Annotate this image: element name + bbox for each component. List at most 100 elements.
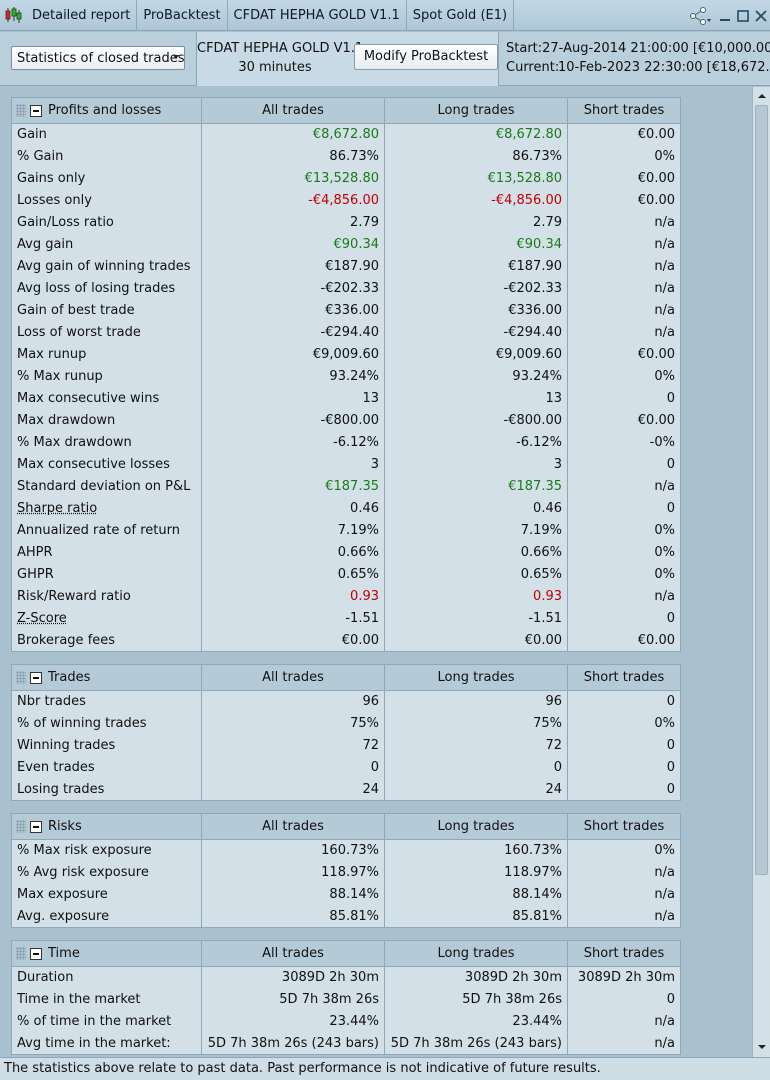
cell-short-trades: n/a: [567, 1032, 681, 1055]
table-row: Max drawdown -€800.00 -€800.00 €0.00: [11, 409, 681, 432]
cell-long-trades: €13,528.80: [384, 167, 568, 190]
row-label: Time in the market: [11, 988, 202, 1011]
column-header: All trades: [201, 813, 385, 840]
table-row: % Gain 86.73% 86.73% 0%: [11, 145, 681, 168]
tab-detailed-report[interactable]: Detailed report: [26, 0, 138, 31]
column-header: All trades: [201, 97, 385, 124]
cell-all-trades: 5D 7h 38m 26s: [201, 988, 385, 1011]
row-label: GHPR: [11, 563, 202, 586]
scrollbar-thumb[interactable]: [755, 105, 768, 875]
system-info-box: CFDAT HEPHA GOLD V1.1 30 minutes Modify …: [196, 32, 499, 86]
tab-system-name[interactable]: CFDAT HEPHA GOLD V1.1: [228, 0, 407, 31]
vertical-scrollbar[interactable]: [752, 87, 770, 1057]
collapse-icon[interactable]: [30, 104, 42, 117]
statistics-type-select[interactable]: Statistics of closed trades: [11, 46, 185, 70]
cell-short-trades: 0: [567, 607, 681, 630]
scroll-up-icon[interactable]: [753, 88, 770, 104]
row-label: AHPR: [11, 541, 202, 564]
cell-short-trades: -0%: [567, 431, 681, 454]
table-row: GHPR 0.65% 0.65% 0%: [11, 563, 681, 586]
cell-long-trades: -€294.40: [384, 321, 568, 344]
candlestick-chart-icon: [0, 0, 26, 31]
cell-short-trades: 3089D 2h 30m: [567, 966, 681, 989]
share-icon[interactable]: [686, 6, 716, 26]
drag-handle-icon[interactable]: [16, 671, 26, 684]
cell-short-trades: 0: [567, 497, 681, 520]
cell-long-trades: 13: [384, 387, 568, 410]
column-header: Short trades: [567, 664, 681, 691]
cell-short-trades: n/a: [567, 321, 681, 344]
cell-all-trades: 24: [201, 778, 385, 801]
table-row: Max consecutive losses 3 3 0: [11, 453, 681, 476]
system-name: CFDAT HEPHA GOLD V1.1: [197, 41, 364, 56]
column-header: All trades: [201, 664, 385, 691]
cell-long-trades: 93.24%: [384, 365, 568, 388]
statistics-type-value: Statistics of closed trades: [17, 50, 185, 66]
cell-all-trades: 2.79: [201, 211, 385, 234]
cell-all-trades: €187.35: [201, 475, 385, 498]
collapse-icon[interactable]: [30, 820, 42, 833]
row-label: Max consecutive losses: [11, 453, 202, 476]
table-row: Gain of best trade €336.00 €336.00 n/a: [11, 299, 681, 322]
row-label: Avg gain of winning trades: [11, 255, 202, 278]
cell-short-trades: 0: [567, 988, 681, 1011]
cell-long-trades: 24: [384, 778, 568, 801]
cell-long-trades: -€202.33: [384, 277, 568, 300]
cell-long-trades: 0.46: [384, 497, 568, 520]
table-row: Loss of worst trade -€294.40 -€294.40 n/a: [11, 321, 681, 344]
tab-probacktest[interactable]: ProBacktest: [137, 0, 228, 31]
row-label: Gain of best trade: [11, 299, 202, 322]
cell-all-trades: 88.14%: [201, 883, 385, 906]
row-label[interactable]: Sharpe ratio: [11, 497, 202, 520]
cell-short-trades: €0.00: [567, 629, 681, 652]
cell-all-trades: 7.19%: [201, 519, 385, 542]
cell-long-trades: 118.97%: [384, 861, 568, 884]
collapse-icon[interactable]: [30, 671, 42, 684]
cell-all-trades: €90.34: [201, 233, 385, 256]
row-label: Max runup: [11, 343, 202, 366]
row-label: Gains only: [11, 167, 202, 190]
cell-long-trades: 0.66%: [384, 541, 568, 564]
tab-instrument[interactable]: Spot Gold (E1): [407, 0, 515, 31]
cell-short-trades: 0%: [567, 365, 681, 388]
cell-long-trades: €0.00: [384, 629, 568, 652]
collapse-icon[interactable]: [30, 947, 42, 960]
cell-all-trades: 0.46: [201, 497, 385, 520]
row-label: Avg time in the market:: [11, 1032, 202, 1055]
close-icon[interactable]: [752, 6, 770, 26]
current-value: 10-Feb-2023 22:30:00 [€18,672.80]: [558, 60, 770, 75]
drag-handle-icon[interactable]: [16, 947, 26, 960]
maximize-icon[interactable]: [734, 6, 752, 26]
table-row: Avg. exposure 85.81% 85.81% n/a: [11, 905, 681, 928]
column-header: Long trades: [384, 97, 568, 124]
cell-long-trades: 72: [384, 734, 568, 757]
section-header: Trades: [11, 664, 202, 691]
cell-all-trades: 85.81%: [201, 905, 385, 928]
cell-short-trades: 0%: [567, 519, 681, 542]
cell-short-trades: n/a: [567, 211, 681, 234]
column-header: Long trades: [384, 664, 568, 691]
cell-short-trades: €0.00: [567, 189, 681, 212]
start-value: 27-Aug-2014 21:00:00 [€10,000.00]: [542, 41, 770, 56]
cell-long-trades: -1.51: [384, 607, 568, 630]
cell-short-trades: n/a: [567, 905, 681, 928]
row-label: Brokerage fees: [11, 629, 202, 652]
cell-short-trades: n/a: [567, 861, 681, 884]
row-label: Annualized rate of return: [11, 519, 202, 542]
cell-long-trades: 86.73%: [384, 145, 568, 168]
row-label: Losing trades: [11, 778, 202, 801]
drag-handle-icon[interactable]: [16, 820, 26, 833]
cell-all-trades: €13,528.80: [201, 167, 385, 190]
scroll-down-icon[interactable]: [753, 1039, 770, 1055]
section-title: Risks: [48, 819, 82, 834]
table-row: Avg gain €90.34 €90.34 n/a: [11, 233, 681, 256]
cell-all-trades: €9,009.60: [201, 343, 385, 366]
cell-long-trades: 3089D 2h 30m: [384, 966, 568, 989]
modify-probacktest-button[interactable]: Modify ProBacktest: [354, 44, 498, 70]
minimize-icon[interactable]: [716, 6, 734, 26]
cell-long-trades: 75%: [384, 712, 568, 735]
cell-long-trades: €336.00: [384, 299, 568, 322]
table-row: Avg gain of winning trades €187.90 €187.90…: [11, 255, 681, 278]
row-label[interactable]: Z-Score: [11, 607, 202, 630]
drag-handle-icon[interactable]: [16, 104, 26, 117]
